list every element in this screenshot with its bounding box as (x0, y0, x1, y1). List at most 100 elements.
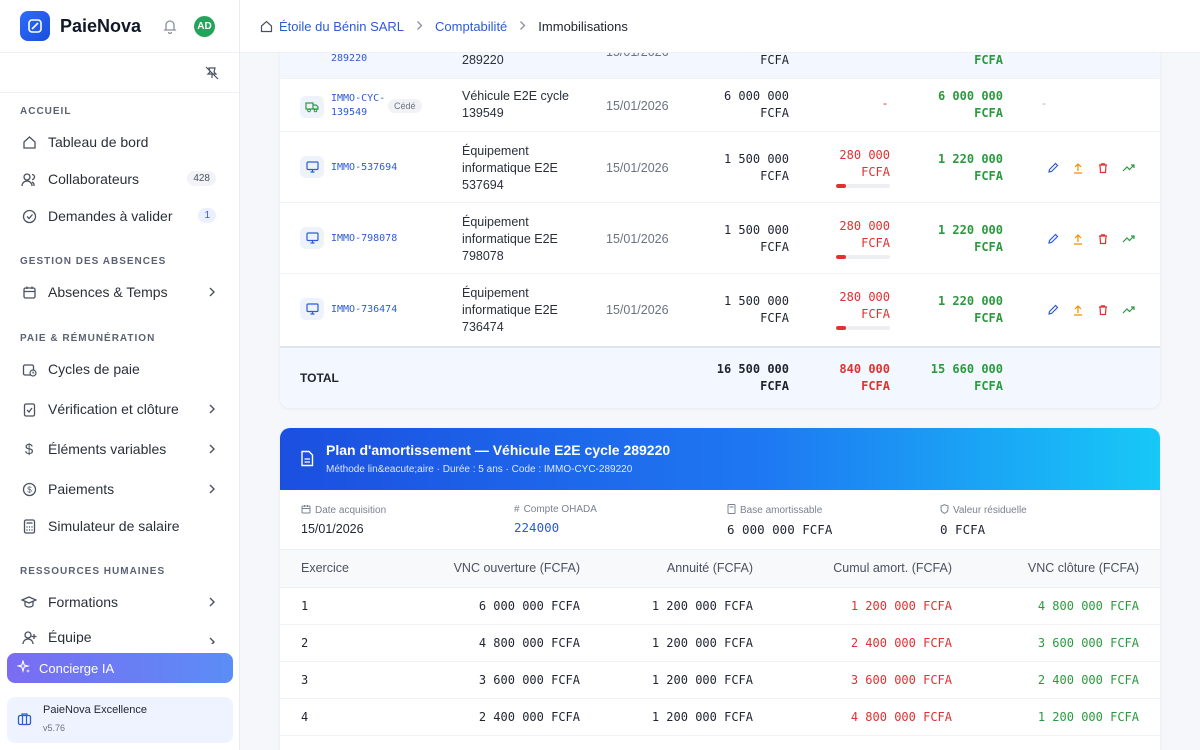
section-absences: GESTION DES ABSENCES (20, 256, 167, 267)
trending-up-icon[interactable] (1121, 303, 1135, 317)
calendar-icon (20, 283, 38, 301)
status-badge: Cédé (388, 99, 422, 113)
table-row[interactable]: IMMO-537694 Équipement informatique E2E 53… (280, 132, 1160, 203)
asset-date: 15/01/2026 (606, 99, 669, 113)
plan-table-header: Exercice VNC ouverture (FCFA) Annuité (F… (280, 550, 1160, 588)
table-row[interactable]: 4 2 400 000 FCFA 1 200 000 FCFA 4 800 00… (280, 699, 1160, 736)
section-paie: PAIE & RÉMUNÉRATION (20, 333, 156, 344)
home-icon (20, 133, 38, 151)
edit-icon[interactable] (1046, 161, 1060, 175)
asset-code[interactable]: IMMO-CYC- 139549 (331, 93, 386, 118)
concierge-ia-button[interactable]: Concierge IA (7, 653, 233, 683)
count-badge: 1 (198, 208, 216, 223)
table-row[interactable]: 2 4 800 000 FCFA 1 200 000 FCFA 2 400 00… (280, 625, 1160, 662)
sidebar-item-equipe[interactable]: Équipe (20, 630, 220, 644)
asset-code[interactable]: IMMO-798078 (331, 233, 398, 244)
column-header[interactable]: Annuité (FCFA) (666, 561, 753, 575)
table-row[interactable]: 1 6 000 000 FCFA 1 200 000 FCFA 1 200 00… (280, 588, 1160, 625)
sidebar-item-label: Éléments variables (48, 441, 167, 457)
column-header[interactable]: VNC ouverture (FCFA) (453, 561, 580, 575)
bell-icon[interactable] (163, 18, 177, 39)
collapse-row (0, 53, 239, 93)
asset-code[interactable]: IMMO-736474 (331, 304, 398, 315)
sidebar-item-absences[interactable]: Absences & Temps (20, 280, 220, 304)
plan-card[interactable]: PaieNova Excellence v5.76 (7, 697, 233, 743)
home-icon[interactable] (260, 20, 273, 33)
unpin-icon[interactable] (205, 66, 219, 85)
trending-up-icon[interactable] (1121, 161, 1135, 175)
sidebar-item-collaborateurs[interactable]: Collaborateurs 428 (20, 167, 220, 191)
sidebar-item-label: Vérification et clôture (48, 401, 179, 417)
sidebar-item-label: Équipe (48, 630, 92, 644)
sidebar-item-formations[interactable]: Formations (20, 590, 220, 614)
cell-exercice: 1 (301, 599, 309, 613)
upload-icon[interactable] (1071, 232, 1085, 246)
upload-icon[interactable] (1071, 303, 1085, 317)
user-plus-icon (20, 630, 38, 644)
cell-annuite: 1 200 000 FCFA (651, 710, 753, 724)
info-value: 6 000 000 FCFA (727, 522, 833, 537)
sidebar-item-elements-variables[interactable]: $ Éléments variables (20, 437, 220, 461)
breadcrumb-company[interactable]: Étoile du Bénin SARL (279, 18, 405, 34)
total-label: TOTAL (300, 371, 339, 385)
user-avatar[interactable]: AD (194, 16, 215, 37)
asset-vnc-unit: FCFA (974, 53, 1003, 67)
asset-vnc: 1 220 000 FCFA (937, 152, 1003, 183)
info-compte-ohada: # Compte OHADA 224000 (514, 504, 597, 535)
sidebar-item-label: Collaborateurs (48, 171, 140, 187)
table-row[interactable]: IMMO-736474 Équipement informatique E2E 73… (280, 274, 1160, 346)
app-name: PaieNova (60, 15, 142, 36)
sidebar-item-dashboard[interactable]: Tableau de bord (20, 130, 220, 154)
column-header[interactable]: Cumul amort. (FCFA) (833, 561, 952, 575)
sparkle-icon (15, 658, 31, 677)
info-valeur-residuelle: Valeur résiduelle 0 FCFA (940, 504, 1027, 537)
cell-vnc-open: 4 800 000 FCFA (478, 636, 580, 650)
sidebar-item-demandes[interactable]: Demandes à valider 1 (20, 204, 220, 228)
trash-icon[interactable] (1096, 232, 1110, 246)
trash-icon[interactable] (1096, 303, 1110, 317)
info-value[interactable]: 224000 (514, 520, 560, 535)
edit-icon[interactable] (1046, 303, 1060, 317)
coin-icon: $ (20, 480, 38, 498)
edit-icon[interactable] (1046, 232, 1060, 246)
table-row[interactable]: IMMO-798078 Équipement informatique E2E 79… (280, 203, 1160, 274)
sidebar: PaieNova AD ACCUEIL Tableau de bord Coll… (0, 0, 240, 750)
sidebar-item-verification[interactable]: Vérification et clôture (20, 397, 220, 421)
cell-vnc-close: 1 200 000 FCFA (1037, 710, 1139, 724)
document-icon (300, 450, 314, 472)
info-date-acquisition: Date acquisition 15/01/2026 (301, 505, 387, 536)
trash-icon[interactable] (1096, 161, 1110, 175)
asset-code[interactable]: 289220 (331, 53, 368, 64)
table-row[interactable]: IMMO-CYC- 139549 Cédé Véhicule E2E cycle 1… (280, 79, 1160, 132)
plan-version: v5.76 (43, 723, 66, 733)
calculator-icon (20, 517, 38, 535)
sidebar-item-label: Absences & Temps (48, 284, 168, 300)
cell-exercice: 3 (301, 673, 309, 687)
users-icon (20, 170, 38, 188)
upload-icon[interactable] (1071, 161, 1085, 175)
monitor-icon (300, 227, 324, 249)
paienova-logo-icon[interactable] (20, 11, 50, 41)
dollar-icon: $ (24, 440, 34, 458)
cell-annuite: 1 200 000 FCFA (651, 673, 753, 687)
chevron-right-icon (208, 285, 216, 301)
column-header[interactable]: Exercice (301, 561, 349, 575)
column-header[interactable]: VNC clôture (FCFA) (1027, 561, 1139, 575)
sidebar-item-paiements[interactable]: $ Paiements (20, 477, 220, 501)
concierge-label: Concierge IA (39, 660, 115, 676)
sidebar-item-cycles[interactable]: Cycles de paie (20, 357, 220, 381)
breadcrumb-section[interactable]: Comptabilité (435, 18, 508, 34)
trending-up-icon[interactable] (1121, 232, 1135, 246)
cell-vnc-close: 4 800 000 FCFA (1037, 599, 1139, 613)
chevron-right-icon (208, 482, 216, 498)
table-row[interactable]: 3 3 600 000 FCFA 1 200 000 FCFA 3 600 00… (280, 662, 1160, 699)
info-value: 15/01/2026 (301, 522, 364, 536)
sidebar-item-label: Simulateur de salaire (48, 518, 180, 534)
asset-value: 1 500 000 FCFA (723, 223, 789, 254)
monitor-icon (300, 156, 324, 178)
total-row: TOTAL 16 500 000 FCFA 840 000 FCFA 15 660 … (280, 346, 1160, 408)
sidebar-item-simulateur[interactable]: Simulateur de salaire (20, 514, 220, 538)
cell-cumul: 4 800 000 FCFA (850, 710, 952, 724)
asset-code[interactable]: IMMO-537694 (331, 162, 398, 173)
total-amort: 840 000 FCFA (839, 362, 890, 393)
